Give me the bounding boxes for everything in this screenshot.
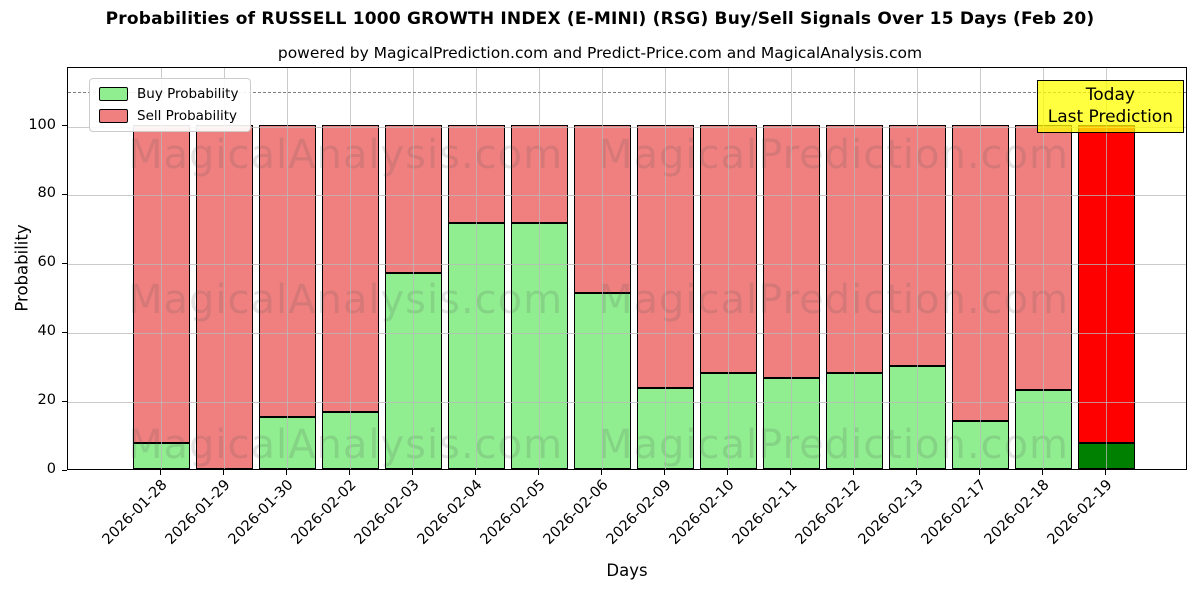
xtick-mark-2026-02-03 bbox=[411, 470, 413, 475]
xtick-mark-2026-01-28 bbox=[159, 470, 161, 475]
dashed-threshold-line bbox=[68, 92, 1186, 94]
legend-item-buy: Buy Probability bbox=[99, 86, 238, 102]
watermark-prediction-row2: MagicalPrediction.com bbox=[598, 277, 1069, 323]
xtick-mark-2026-02-12 bbox=[852, 470, 854, 475]
xtick-label-2026-02-18: 2026-02-18 bbox=[981, 477, 1053, 548]
xtick-mark-2026-02-04 bbox=[474, 470, 476, 475]
gridline-x-2026-02-12 bbox=[854, 68, 855, 469]
xtick-mark-2026-02-10 bbox=[726, 470, 728, 475]
xtick-label-2026-02-09: 2026-02-09 bbox=[603, 477, 675, 548]
xtick-label-2026-01-30: 2026-01-30 bbox=[225, 477, 297, 548]
xtick-label-2026-02-10: 2026-02-10 bbox=[666, 477, 738, 548]
today-annotation-line2: Last Prediction bbox=[1047, 107, 1173, 128]
xtick-mark-2026-02-18 bbox=[1041, 470, 1043, 475]
gridline-x-2026-02-04 bbox=[476, 68, 477, 469]
xtick-mark-2026-02-05 bbox=[537, 470, 539, 475]
xtick-mark-2026-02-19 bbox=[1104, 470, 1106, 475]
xtick-label-2026-02-19: 2026-02-19 bbox=[1044, 477, 1116, 548]
gridline-x-2026-02-09 bbox=[665, 68, 666, 469]
legend-item-sell: Sell Probability bbox=[99, 108, 238, 124]
gridline-x-2026-01-29 bbox=[224, 68, 225, 469]
gridline-x-2026-02-06 bbox=[602, 68, 603, 469]
xtick-mark-2026-01-30 bbox=[285, 470, 287, 475]
ytick-mark-60 bbox=[62, 262, 67, 265]
xtick-label-2026-02-11: 2026-02-11 bbox=[729, 477, 801, 548]
ytick-label-100: 100 bbox=[28, 116, 56, 133]
gridline-x-2026-02-18 bbox=[1043, 68, 1044, 469]
xtick-label-2026-02-02: 2026-02-02 bbox=[288, 477, 360, 548]
xtick-label-2026-01-28: 2026-01-28 bbox=[99, 477, 171, 548]
ytick-label-20: 20 bbox=[37, 392, 56, 409]
gridline-x-2026-01-28 bbox=[161, 68, 162, 469]
ytick-mark-0 bbox=[62, 469, 67, 471]
buy-color-swatch bbox=[99, 87, 128, 101]
watermark-prediction-row3: MagicalPrediction.com bbox=[598, 422, 1069, 468]
gridline-x-2026-01-30 bbox=[287, 68, 288, 469]
gridline-x-2026-02-19 bbox=[1106, 68, 1107, 469]
sell-color-swatch bbox=[99, 109, 128, 123]
chart-subtitle: powered by MagicalPrediction.com and Pre… bbox=[277, 44, 923, 62]
ytick-label-80: 80 bbox=[37, 185, 56, 202]
gridline-y-40 bbox=[68, 333, 1186, 335]
chart-title: Probabilities of RUSSELL 1000 GROWTH IND… bbox=[105, 9, 1095, 29]
today-annotation-line1: Today bbox=[1085, 85, 1135, 105]
xtick-label-2026-02-12: 2026-02-12 bbox=[792, 477, 864, 548]
gridline-x-2026-02-10 bbox=[728, 68, 729, 469]
xtick-mark-2026-02-09 bbox=[663, 470, 665, 475]
gridline-y-60 bbox=[68, 264, 1186, 266]
gridline-x-2026-02-17 bbox=[980, 68, 981, 469]
gridline-x-2026-02-05 bbox=[539, 68, 540, 469]
watermark-analysis-row3: MagicalAnalysis.com bbox=[128, 422, 564, 468]
ytick-mark-40 bbox=[62, 331, 67, 334]
ytick-label-40: 40 bbox=[37, 323, 56, 340]
plot-area: Buy Probability Sell Probability Today L… bbox=[67, 67, 1187, 470]
ytick-mark-20 bbox=[62, 400, 67, 402]
xtick-label-2026-02-04: 2026-02-04 bbox=[414, 477, 486, 548]
xtick-mark-2026-02-13 bbox=[915, 470, 917, 475]
xtick-label-2026-02-13: 2026-02-13 bbox=[855, 477, 927, 548]
gridline-x-2026-02-11 bbox=[791, 68, 792, 469]
xtick-mark-2026-02-06 bbox=[600, 470, 602, 475]
xtick-label-2026-02-06: 2026-02-06 bbox=[540, 477, 612, 548]
legend-label-buy: Buy Probability bbox=[137, 86, 239, 102]
xtick-label-2026-02-03: 2026-02-03 bbox=[351, 477, 423, 548]
gridline-x-2026-02-02 bbox=[350, 68, 351, 469]
gridline-x-2026-02-03 bbox=[413, 68, 414, 469]
xtick-label-2026-02-17: 2026-02-17 bbox=[918, 477, 990, 548]
watermark-analysis-row1: MagicalAnalysis.com bbox=[128, 132, 564, 178]
xtick-mark-2026-02-11 bbox=[789, 470, 791, 475]
today-annotation: Today Last Prediction bbox=[1036, 80, 1184, 133]
gridline-y-80 bbox=[68, 195, 1186, 197]
legend: Buy Probability Sell Probability bbox=[89, 78, 252, 132]
xtick-mark-2026-02-17 bbox=[978, 470, 980, 475]
xtick-label-2026-02-05: 2026-02-05 bbox=[477, 477, 549, 548]
xtick-mark-2026-02-02 bbox=[348, 470, 350, 475]
xtick-mark-2026-01-29 bbox=[222, 470, 224, 475]
ytick-mark-100 bbox=[62, 125, 67, 127]
watermark-prediction-row1: MagicalPrediction.com bbox=[598, 132, 1069, 178]
gridline-x-2026-02-13 bbox=[917, 68, 918, 469]
ytick-label-0: 0 bbox=[46, 461, 56, 477]
ytick-mark-80 bbox=[62, 193, 67, 196]
legend-label-sell: Sell Probability bbox=[137, 108, 238, 124]
gridline-y-100 bbox=[68, 126, 1186, 128]
x-axis-label: Days bbox=[606, 561, 648, 580]
xtick-label-2026-01-29: 2026-01-29 bbox=[162, 477, 234, 548]
gridline-y-20 bbox=[68, 402, 1186, 404]
watermark-analysis-row2: MagicalAnalysis.com bbox=[128, 277, 564, 323]
ytick-label-60: 60 bbox=[37, 254, 56, 271]
